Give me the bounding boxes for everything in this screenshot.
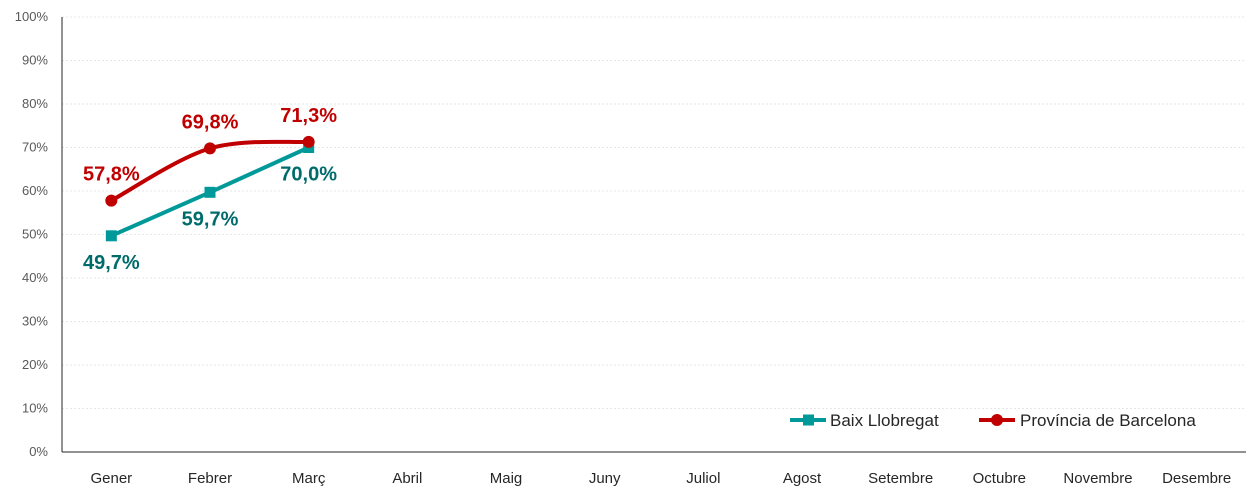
data-point-circle: [302, 135, 315, 148]
data-labels: 49,7% 59,7% 70,0% 57,8% 69,8% 71,3%: [83, 105, 337, 274]
data-point-square: [204, 186, 216, 198]
y-tick-label: 20%: [22, 357, 48, 372]
y-tick-label: 10%: [22, 401, 48, 416]
x-tick-label: Desembre: [1162, 470, 1231, 487]
x-tick-label: Juliol: [686, 470, 720, 487]
data-point-circle: [105, 194, 118, 207]
x-tick-label: Març: [292, 470, 326, 487]
y-tick-label: 0%: [29, 444, 48, 459]
data-point-circle: [204, 142, 216, 155]
y-axis-ticks: 0% 10% 20% 30% 40% 50% 60% 70% 80% 90% 100%: [15, 9, 49, 459]
x-axis-ticks: Gener Febrer Març Abril Maig Juny Juliol Agost S…: [90, 470, 1231, 487]
x-tick-label: Gener: [90, 470, 132, 487]
legend-marker-circle: [991, 414, 1003, 426]
series-group: [105, 135, 315, 242]
gridlines: [62, 16, 1246, 409]
x-tick-label: Octubre: [973, 470, 1026, 487]
x-tick-label: Abril: [392, 470, 422, 487]
x-tick-label: Febrer: [188, 470, 232, 487]
x-tick-label: Juny: [589, 470, 621, 487]
data-label: 70,0%: [280, 164, 337, 186]
y-tick-label: 100%: [15, 9, 49, 24]
legend: Baix Llobregat Província de Barcelona: [790, 411, 1196, 430]
legend-marker-square: [803, 414, 814, 426]
y-tick-label: 30%: [22, 314, 48, 329]
y-tick-label: 40%: [22, 270, 48, 285]
data-label: 69,8%: [182, 111, 239, 133]
data-label: 71,3%: [280, 105, 337, 127]
data-point-square: [105, 230, 117, 242]
y-tick-label: 90%: [22, 53, 48, 68]
legend-label: Província de Barcelona: [1020, 411, 1196, 430]
y-tick-label: 70%: [22, 140, 48, 155]
data-label: 49,7%: [83, 252, 140, 274]
x-tick-label: Maig: [490, 470, 523, 487]
x-tick-label: Novembre: [1063, 470, 1132, 487]
x-tick-label: Agost: [783, 470, 822, 487]
x-tick-label: Setembre: [868, 470, 933, 487]
y-tick-label: 60%: [22, 183, 48, 198]
legend-label: Baix Llobregat: [830, 411, 939, 430]
data-label: 57,8%: [83, 164, 140, 186]
axes: [61, 17, 1246, 453]
y-tick-label: 80%: [22, 96, 48, 111]
data-label: 59,7%: [182, 208, 239, 230]
y-tick-label: 50%: [22, 227, 48, 242]
